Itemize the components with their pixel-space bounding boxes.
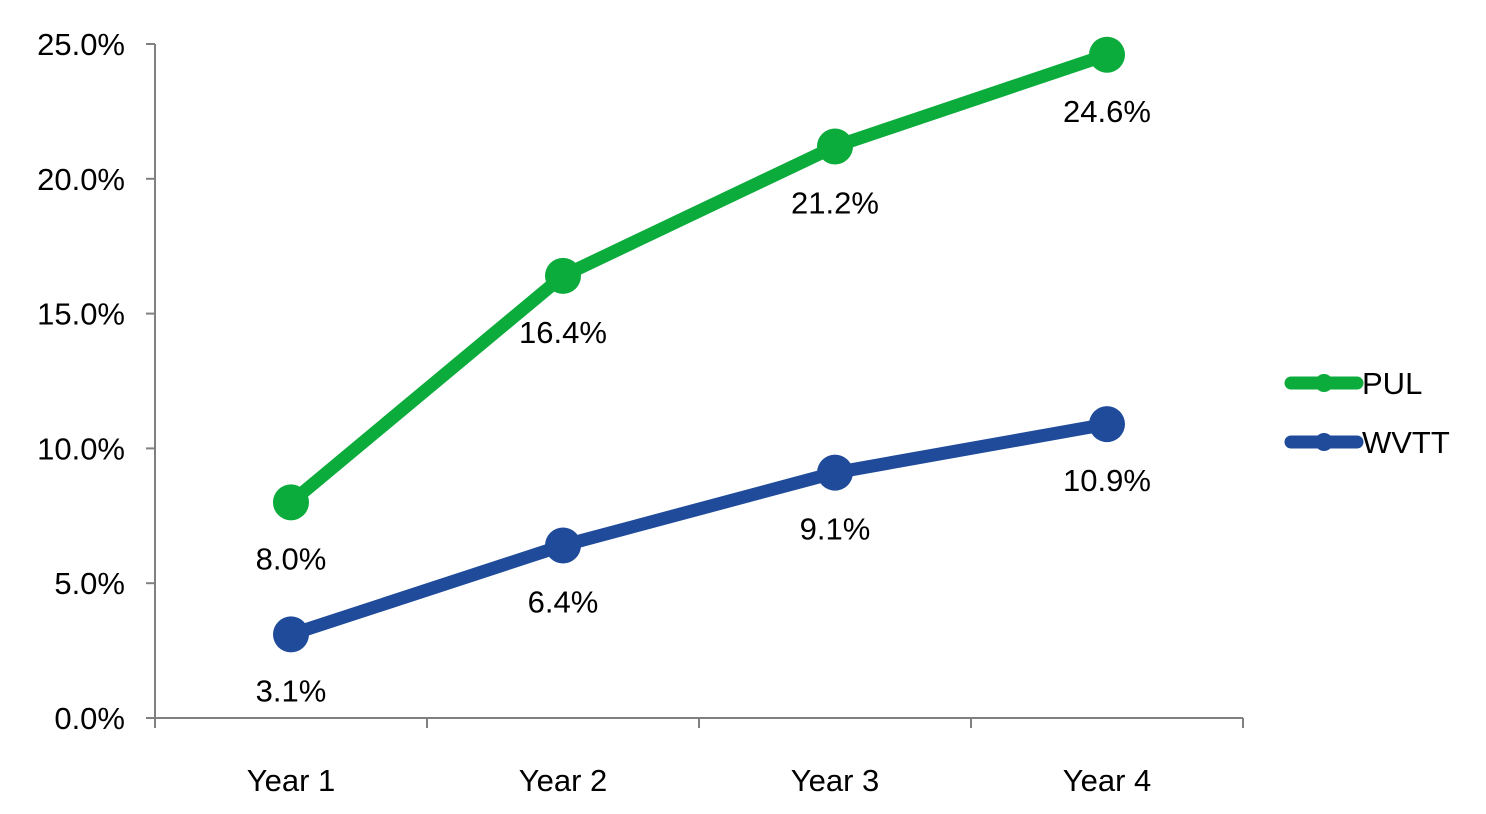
data-point-pul [817, 128, 853, 165]
data-label-pul: 24.6% [1063, 94, 1151, 129]
legend-marker-pul [1315, 374, 1333, 392]
y-tick-label: 15.0% [37, 297, 125, 332]
data-point-wvtt [1089, 406, 1125, 443]
legend: PUL WVTT [1284, 366, 1450, 460]
series-line-wvtt [284, 417, 1114, 641]
y-tick-label: 10.0% [37, 431, 125, 466]
y-tick-label: 25.0% [37, 27, 125, 62]
data-label-pul: 16.4% [519, 315, 607, 350]
data-label-wvtt: 10.9% [1063, 463, 1151, 498]
data-label-wvtt: 3.1% [256, 673, 327, 708]
data-label-wvtt: 6.4% [528, 584, 599, 619]
data-label-pul: 8.0% [256, 541, 327, 576]
data-point-wvtt [817, 454, 853, 491]
data-point-wvtt [273, 616, 309, 653]
legend-label-wvtt: WVTT [1362, 425, 1450, 460]
data-point-pul [273, 484, 309, 521]
legend-label-pul: PUL [1362, 366, 1422, 401]
data-labels: 8.0% 16.4% 21.2% 24.6% 3.1% 6.4% 9.1% 10.9% [256, 94, 1151, 709]
data-point-wvtt [545, 527, 581, 564]
x-tick-label: Year 3 [791, 763, 880, 798]
x-tick-label: Year 1 [247, 763, 336, 798]
data-point-pul [545, 257, 581, 294]
axes: 0.0% 5.0% 10.0% 15.0% 20.0% 25.0% Year 1 Year 2… [37, 27, 1244, 798]
y-tick-label: 0.0% [54, 701, 125, 736]
x-tick-label: Year 2 [519, 763, 608, 798]
x-tick-label: Year 4 [1063, 763, 1152, 798]
y-tick-label: 5.0% [54, 566, 125, 601]
y-tick-label: 20.0% [37, 162, 125, 197]
data-point-pul [1089, 36, 1125, 73]
data-label-pul: 21.2% [791, 185, 879, 220]
legend-marker-wvtt [1315, 433, 1333, 451]
data-label-wvtt: 9.1% [800, 512, 871, 547]
series-line-pul [284, 48, 1114, 509]
series-layer [273, 36, 1125, 653]
